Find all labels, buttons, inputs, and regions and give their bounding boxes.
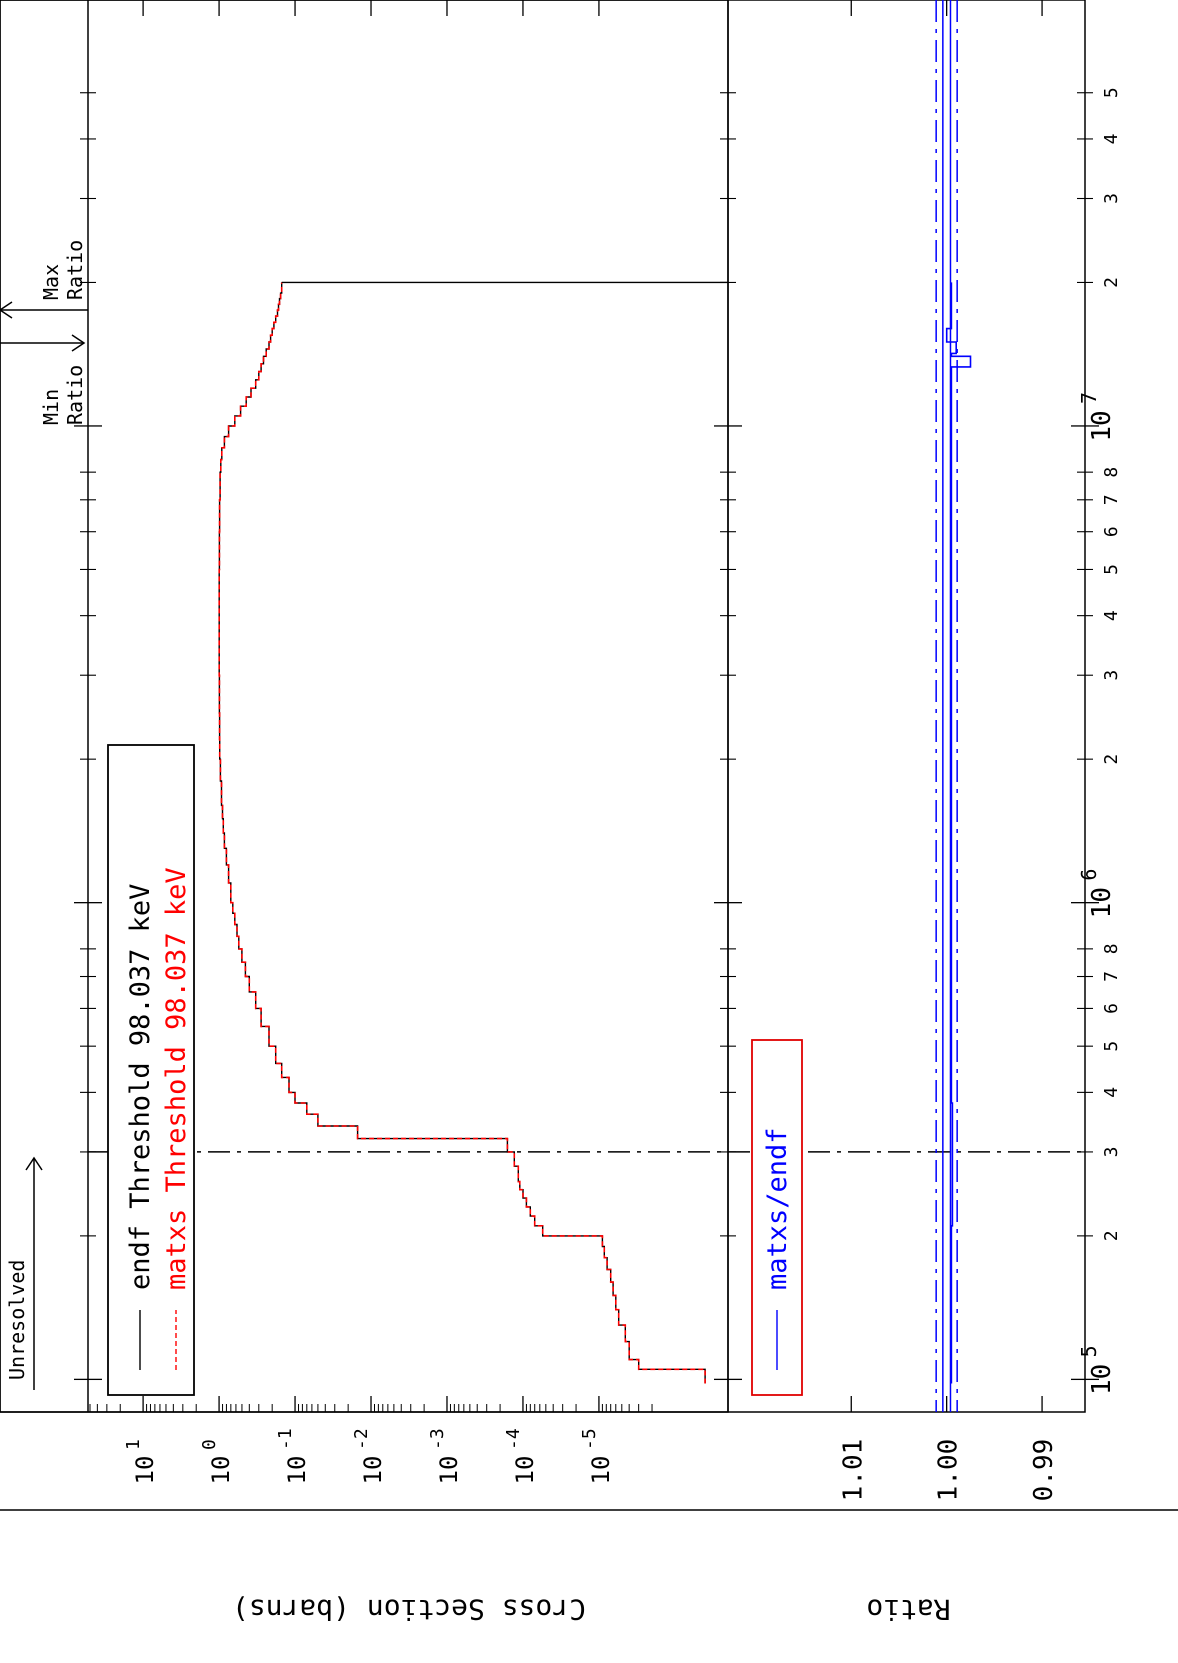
- x-tick-label-text: 10: [1087, 1364, 1117, 1395]
- x-tick-label-minor: 2: [1101, 277, 1122, 288]
- bottom-legend: matxs/endf: [751, 1039, 803, 1396]
- x-tick-label-minor: 4: [1101, 134, 1122, 145]
- bottom-y-axis-label: Ratio: [866, 1593, 950, 1626]
- x-tick-label-minor: 4: [1101, 610, 1122, 621]
- top-legend-label: matxs Threshold 98.037 keV: [161, 867, 192, 1290]
- top-y-tick-label: 10-5: [579, 1428, 615, 1484]
- plot-frame: [0, 0, 1086, 1413]
- bottom-y-tick-label: 0.99: [1029, 1439, 1059, 1502]
- top-y-tick-label-text: 10: [587, 1456, 615, 1485]
- x-tick-label-minor: 4: [1101, 1087, 1122, 1098]
- unresolved-arrow-head: [25, 1156, 43, 1171]
- top-y-tick-label-exponent: -1: [275, 1428, 296, 1450]
- x-tick-label-minor: 3: [1101, 1147, 1122, 1158]
- top-y-tick-label-text: 10: [283, 1456, 311, 1485]
- top-y-tick-label-exponent: -2: [351, 1428, 372, 1450]
- x-axis-ticks: 10 5 10 6 10 7 2 3 4 5 6 7 8 2 3 4 5 6 7 8 2 3 4 5: [74, 87, 1122, 1395]
- bottom-legend-label: matxs/endf: [762, 1127, 793, 1290]
- x-tick-label-minor: 8: [1101, 943, 1122, 954]
- series-ratio-line: [945, 282, 972, 1384]
- x-tick-label-minor: 3: [1101, 193, 1122, 204]
- series-endf-line: [218, 282, 706, 1384]
- max-ratio-label: Ratio: [63, 240, 87, 300]
- top-y-tick-label-text: 10: [435, 1456, 463, 1485]
- top-y-tick-label-text: 10: [131, 1456, 159, 1485]
- min-ratio-label: Min: [39, 389, 63, 425]
- top-y-tick-label: 10-1: [275, 1428, 311, 1484]
- x-tick-label-exponent: 6: [1077, 869, 1101, 881]
- top-y-tick-label-text: 10: [207, 1456, 235, 1485]
- x-tick-label-minor: 5: [1101, 87, 1122, 98]
- x-tick-label-minor: 6: [1101, 526, 1122, 537]
- top-y-tick-label-exponent: 0: [199, 1439, 220, 1450]
- x-tick-label-major: 10 5: [1077, 1345, 1117, 1395]
- top-y-tick-label: 10-3: [427, 1428, 463, 1484]
- top-legend-label: endf Threshold 98.037 keV: [125, 884, 156, 1290]
- x-tick-label-minor: 5: [1101, 564, 1122, 575]
- bottom-y-axis: 1.01 1.00 0.99 Ratio: [838, 0, 1059, 1626]
- top-y-tick-label: 10-2: [351, 1428, 387, 1484]
- x-tick-label-major: 10 6: [1077, 869, 1117, 919]
- top-legend-box: [107, 744, 195, 1396]
- series-matxs-line: [218, 282, 706, 1384]
- top-y-tick-label-exponent: -3: [427, 1428, 448, 1450]
- top-y-tick-label: 10-4: [503, 1428, 539, 1484]
- top-y-tick-label: 10 0: [199, 1439, 235, 1484]
- max-ratio-arrow-head: [0, 301, 13, 319]
- top-y-tick-label-exponent: -4: [503, 1428, 524, 1450]
- x-tick-label-minor: 7: [1101, 971, 1122, 982]
- x-tick-label-text: 10: [1087, 410, 1117, 441]
- top-y-tick-label-text: 10: [511, 1456, 539, 1485]
- x-tick-label-text: 10: [1087, 887, 1117, 918]
- x-tick-label-exponent: 5: [1077, 1345, 1101, 1357]
- x-tick-label-minor: 2: [1101, 1230, 1122, 1241]
- min-ratio-label: Ratio: [63, 365, 87, 425]
- top-legend: endf Threshold 98.037 keV matxs Threshold…: [107, 744, 195, 1396]
- max-ratio-label: Max: [39, 264, 63, 300]
- x-tick-label-exponent: 7: [1077, 392, 1101, 404]
- top-y-tick-label: 10 1: [123, 1439, 159, 1484]
- x-tick-label-minor: 6: [1101, 1003, 1122, 1014]
- x-tick-label-minor: 8: [1101, 467, 1122, 478]
- bottom-y-tick-label: 1.00: [934, 1439, 964, 1502]
- top-y-axis-label: Cross Section (barns): [232, 1593, 586, 1626]
- x-tick-label-minor: 2: [1101, 754, 1122, 765]
- unresolved-label: Unresolved: [5, 1260, 29, 1380]
- top-y-tick-label-exponent: 1: [123, 1439, 144, 1450]
- x-tick-label-minor: 7: [1101, 494, 1122, 505]
- top-y-tick-label-exponent: -5: [579, 1428, 600, 1450]
- top-y-tick-label-text: 10: [359, 1456, 387, 1485]
- x-tick-label-minor: 5: [1101, 1041, 1122, 1052]
- x-tick-label-minor: 3: [1101, 670, 1122, 681]
- x-tick-label-major: 10 7: [1077, 392, 1117, 442]
- min-ratio-arrow-head: [71, 334, 86, 352]
- bottom-y-tick-label: 1.01: [838, 1439, 868, 1502]
